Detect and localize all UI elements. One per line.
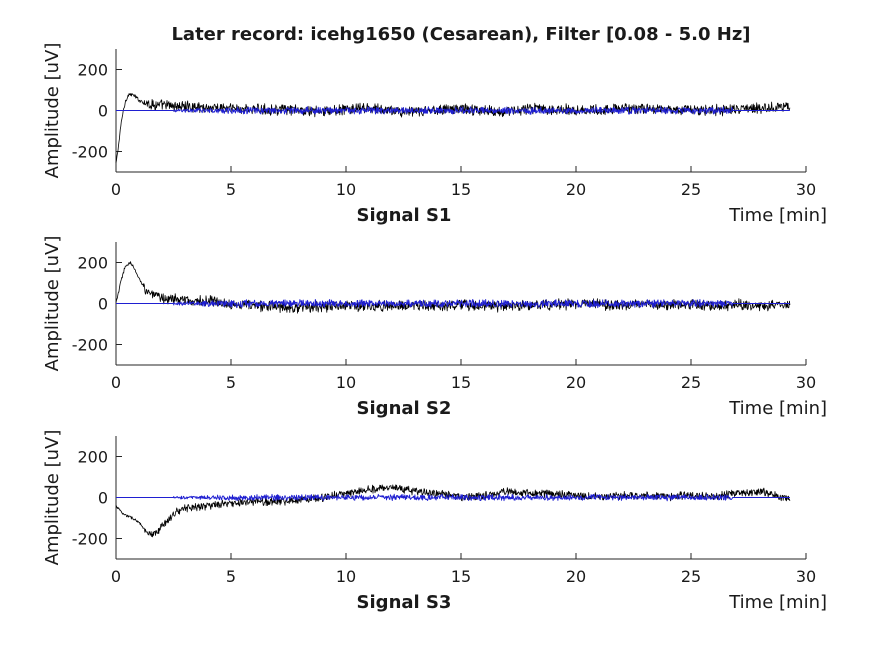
y-tick-label: 0 xyxy=(98,489,108,508)
y-tick-label: 0 xyxy=(98,295,108,314)
series-line-black xyxy=(115,484,791,538)
y-tick-label: -200 xyxy=(72,143,108,162)
x-tick-label: 0 xyxy=(111,180,121,199)
x-tick-label: 10 xyxy=(336,373,356,392)
x-tick-label: 0 xyxy=(111,567,121,586)
y-tick-label: -200 xyxy=(72,530,108,549)
y-tick-label: 200 xyxy=(77,448,108,467)
x-tick-label: 15 xyxy=(451,567,471,586)
x-tick-label: 5 xyxy=(226,567,236,586)
x-axis-title: Time [min] xyxy=(728,592,827,613)
x-tick-label: 5 xyxy=(226,373,236,392)
x-tick-label: 30 xyxy=(796,567,816,586)
y-axis-title: Amplitude [uV] xyxy=(42,43,63,179)
subplot-title: Signal S1 xyxy=(357,205,452,226)
series-line-black xyxy=(115,261,791,314)
y-axis-title: Amplitude [uV] xyxy=(42,236,63,372)
x-axis-title: Time [min] xyxy=(728,205,827,226)
y-tick-label: 0 xyxy=(98,102,108,121)
x-tick-label: 30 xyxy=(796,180,816,199)
figure-title: Later record: icehg1650 (Cesarean), Filt… xyxy=(171,24,750,45)
y-axis-title: Amplitude [uV] xyxy=(42,430,63,566)
x-tick-label: 15 xyxy=(451,180,471,199)
series-line-blue xyxy=(116,493,790,502)
subplot-title: Signal S3 xyxy=(357,592,452,613)
x-tick-label: 20 xyxy=(566,567,586,586)
x-tick-label: 15 xyxy=(451,373,471,392)
x-tick-label: 10 xyxy=(336,180,356,199)
subplot-title: Signal S2 xyxy=(357,398,452,419)
x-tick-label: 20 xyxy=(566,180,586,199)
series-line-black xyxy=(115,93,791,163)
series-line-blue xyxy=(116,298,790,309)
x-tick-label: 25 xyxy=(681,373,701,392)
x-tick-label: 30 xyxy=(796,373,816,392)
series-line-blue xyxy=(116,106,790,115)
y-tick-label: 200 xyxy=(77,61,108,80)
x-tick-label: 10 xyxy=(336,567,356,586)
x-tick-label: 0 xyxy=(111,373,121,392)
x-axis-title: Time [min] xyxy=(728,398,827,419)
y-tick-label: 200 xyxy=(77,254,108,273)
x-tick-label: 25 xyxy=(681,567,701,586)
x-tick-label: 5 xyxy=(226,180,236,199)
y-tick-label: -200 xyxy=(72,336,108,355)
x-tick-label: 20 xyxy=(566,373,586,392)
x-tick-label: 25 xyxy=(681,180,701,199)
